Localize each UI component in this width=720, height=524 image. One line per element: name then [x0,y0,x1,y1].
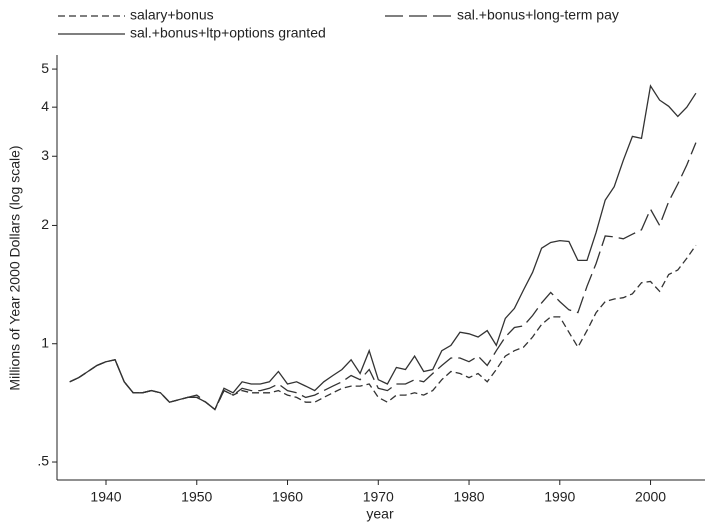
x-tick-label: 1950 [181,489,212,505]
x-tick-label: 1970 [363,489,394,505]
legend-label: sal.+bonus+ltp+options granted [130,25,326,41]
y-tick-label: 2 [41,216,49,232]
x-axis-label: year [366,506,394,522]
series-line [69,244,697,411]
series-line [69,84,697,411]
y-axis-label: Millions of Year 2000 Dollars (log scale… [7,145,23,390]
x-tick-label: 1990 [544,489,575,505]
y-tick-label: 4 [41,98,49,114]
series-line [69,142,697,411]
x-tick-label: 2000 [635,489,666,505]
x-tick-label: 1980 [453,489,484,505]
x-tick-label: 1940 [90,489,121,505]
legend-label: salary+bonus [130,7,214,23]
y-tick-label: 1 [41,334,49,350]
y-tick-label: 3 [41,147,49,163]
legend-label: sal.+bonus+long-term pay [457,7,619,23]
x-tick-label: 1960 [272,489,303,505]
y-tick-label: 5 [41,60,49,76]
y-tick-label: .5 [37,453,49,469]
